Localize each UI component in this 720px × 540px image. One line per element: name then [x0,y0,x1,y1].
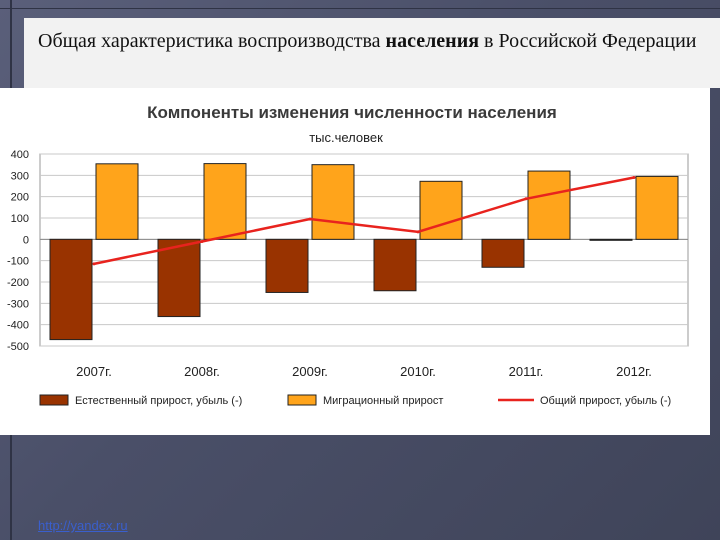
grid-layer [39,153,689,347]
footer-link[interactable]: http://yandex.ru [38,518,128,533]
slide-frame-top [0,8,720,9]
y-tick-label: -100 [7,256,29,268]
legend-swatch [287,394,317,406]
y-tick-label: -400 [7,320,29,332]
slide-title-part1: Общая характеристика воспроизводства [38,30,386,52]
bar-natural [481,238,525,268]
x-tick-label: 2012г. [616,364,652,379]
bar-migration [635,175,679,240]
line-point [416,230,420,234]
x-tick-label: 2011г. [509,364,544,379]
chart-container: Компоненты изменения численности населен… [0,88,710,435]
bar-natural [589,238,633,241]
x-tick-labels: 2007г. 2008г. 2009г. 2010г. 2011г. 2012г. [76,364,652,379]
bar-migration [527,170,571,240]
slide-title-bold: населения [385,30,480,52]
y-tick-label: -300 [7,298,29,310]
chart-subtitle: тыс.человек [309,130,383,145]
line-layer [92,175,636,266]
legend-label: Миграционный прирост [323,395,443,407]
plot-area [39,153,689,347]
axis-layer: 400 300 200 100 0 -100 -200 -300 -400 -500 [7,149,688,353]
y-tick-label: 300 [11,170,29,182]
total-growth-line [93,176,635,266]
legend-swatch [39,394,69,406]
bar-layer [49,163,679,341]
chart-title: Компоненты изменения численности населен… [147,103,557,122]
legend-label: Естественный прирост, убыль (-) [75,395,242,407]
y-tick-label: -200 [7,277,29,289]
line-point [632,175,636,179]
line-point [524,197,528,201]
bar-migration [311,164,355,240]
x-tick-label: 2009г. [292,364,328,379]
line-point [200,239,204,243]
line-point [308,217,312,221]
bar-migration [95,163,139,240]
y-tick-label: 400 [11,149,29,161]
bar-natural [265,238,309,293]
y-tick-label: 100 [11,213,29,225]
slide-title-part2: в Российской Федерации [479,30,697,52]
y-tick-label: -500 [7,341,29,353]
title-box: Общая характеристика воспроизводства нас… [24,18,720,88]
x-tick-label: 2007г. [76,364,112,379]
chart-svg: Компоненты изменения численности населен… [7,103,689,407]
y-tick-label: 0 [23,234,29,246]
y-tick-label: 200 [11,192,29,204]
legend-label: Общий прирост, убыль (-) [540,395,671,407]
x-tick-label: 2010г. [400,364,436,379]
x-tick-label: 2008г. [184,364,220,379]
line-point [92,262,96,266]
slide-title: Общая характеристика воспроизводства нас… [38,28,714,55]
bar-natural [49,238,93,341]
bar-migration [203,163,247,240]
bar-natural [373,238,417,292]
bar-natural [157,238,201,318]
legend: Естественный прирост, убыль (-) Миграцион… [39,394,671,407]
bar-migration [419,180,463,240]
